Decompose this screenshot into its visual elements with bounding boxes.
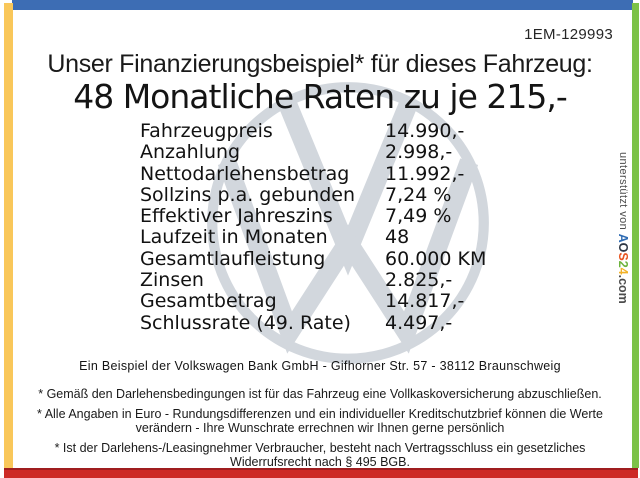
bottom-accent-bar	[4, 468, 638, 478]
bank-address-line: Ein Beispiel der Volkswagen Bank GmbH - …	[79, 359, 561, 373]
aos24-credit: unterstützt von AOS24.com	[616, 152, 630, 304]
table-row: Gesamtlaufleistung 60.000 KM	[140, 247, 540, 270]
aos24-logo-suffix: .com	[616, 274, 630, 304]
table-row: Effektiver Jahreszins 7,49 %	[140, 205, 540, 228]
financing-table: Fahrzeugpreis 14.990,- Anzahlung 2.998,-…	[140, 120, 540, 334]
disclaimer-notes: * Gemäß den Darlehensbedingungen ist für…	[36, 387, 604, 475]
row-label: Anzahlung	[140, 141, 241, 164]
row-label: Fahrzeugpreis	[140, 120, 273, 142]
document-id: 1EM-129993	[524, 26, 613, 43]
left-accent-bar	[4, 3, 13, 468]
row-label: Schlussrate (49. Rate)	[140, 311, 351, 334]
row-value: 2.825,-	[385, 269, 453, 292]
row-label: Laufzeit in Monaten	[140, 226, 328, 249]
supported-by-label: unterstützt von	[617, 152, 629, 234]
row-value: 7,49 %	[385, 205, 452, 228]
right-accent-bar	[632, 3, 639, 468]
top-accent-bar	[12, 0, 633, 10]
table-row: Sollzins p.a. gebunden 7,24 %	[140, 183, 540, 206]
row-label: Gesamtlaufleistung	[140, 247, 326, 270]
aos24-logo-letter-4: 4	[616, 267, 630, 275]
disclaimer-note: * Gemäß den Darlehensbedingungen ist für…	[38, 387, 602, 401]
table-row: Anzahlung 2.998,-	[140, 141, 540, 164]
row-value: 2.998,-	[385, 141, 453, 164]
row-value: 11.992,-	[385, 162, 465, 185]
row-label: Nettodarlehensbetrag	[140, 162, 350, 185]
row-label: Sollzins p.a. gebunden	[140, 183, 355, 206]
table-row: Laufzeit in Monaten 48	[140, 226, 540, 249]
disclaimer-note: * Ist der Darlehens-/Leasingnehmer Verbr…	[54, 441, 586, 469]
row-label: Gesamtbetrag	[140, 290, 277, 313]
row-label: Effektiver Jahreszins	[140, 205, 333, 228]
table-row: Fahrzeugpreis 14.990,-	[140, 120, 540, 142]
row-value: 48	[385, 226, 410, 249]
row-value: 60.000 KM	[385, 247, 487, 270]
aos24-logo-letter-s: S	[616, 252, 630, 261]
aos24-logo-letter-a: A	[616, 233, 630, 243]
disclaimer-note: * Alle Angaben in Euro - Rundungsdiffere…	[37, 407, 603, 435]
table-row: Nettodarlehensbetrag 11.992,-	[140, 162, 540, 185]
aos24-logo-letter-2: 2	[616, 260, 630, 268]
vw-logo-watermark	[207, 82, 489, 364]
row-label: Zinsen	[140, 269, 204, 292]
row-value: 7,24 %	[385, 183, 452, 206]
row-value: 14.817,-	[385, 290, 465, 313]
monthly-rate-headline: 48 Monatliche Raten zu je 215,-	[73, 77, 568, 116]
aos24-logo-letter-o: O	[616, 242, 630, 253]
table-row: Zinsen 2.825,-	[140, 269, 540, 292]
table-row: Schlussrate (49. Rate) 4.497,-	[140, 311, 540, 334]
table-row: Gesamtbetrag 14.817,-	[140, 290, 540, 313]
row-value: 14.990,-	[385, 120, 465, 142]
financing-example-title: Unser Finanzierungsbeispiel* für dieses …	[47, 50, 593, 78]
row-value: 4.497,-	[385, 311, 453, 334]
